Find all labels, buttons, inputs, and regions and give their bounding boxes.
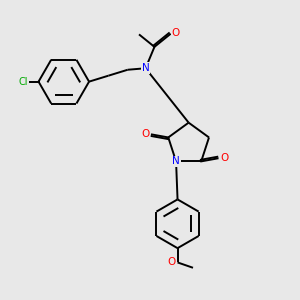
Text: O: O	[167, 257, 176, 267]
Text: O: O	[141, 129, 149, 139]
Text: Cl: Cl	[18, 76, 28, 87]
Text: O: O	[172, 28, 180, 38]
Text: O: O	[220, 153, 228, 163]
Text: N: N	[142, 63, 149, 73]
Text: N: N	[172, 156, 180, 167]
